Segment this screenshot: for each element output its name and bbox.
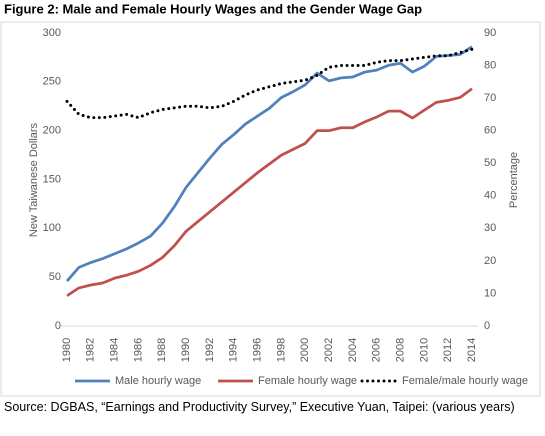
y2-axis-label: Percentage: [508, 152, 520, 208]
x-tick-label: 2004: [347, 338, 359, 362]
x-tick-label: 1984: [109, 338, 121, 362]
x-tick-label: 1998: [275, 338, 287, 362]
source-box: Source: DGBAS, “Earnings and Productivit…: [4, 400, 515, 414]
series-line: [65, 45, 473, 282]
y-tick-label: 150: [43, 173, 61, 185]
y2-tick-label: 70: [484, 92, 496, 104]
y-tick-label: 200: [43, 125, 61, 137]
x-tick-label: 2002: [323, 338, 335, 362]
y2-tick-label: 40: [484, 190, 496, 202]
x-tick-label: 2006: [371, 338, 383, 362]
x-tick-label: 1994: [228, 338, 240, 362]
chart-title: Figure 2: Male and Female Hourly Wages a…: [4, 1, 422, 16]
y2-tick-label: 50: [484, 157, 496, 169]
y2-tick-label: 20: [484, 255, 496, 267]
x-tick-label: 2012: [442, 338, 454, 362]
y-tick-label: 250: [43, 76, 61, 88]
y2-tick-label: 90: [484, 27, 496, 39]
legend-label: Male hourly wage: [115, 375, 201, 387]
y-tick-label: 50: [49, 271, 61, 283]
chart-frame: [0, 21, 541, 397]
x-tick-label: 1990: [180, 338, 192, 362]
legend-label: Female hourly wage: [258, 375, 357, 387]
x-tick-label: 1986: [132, 338, 144, 362]
y2-tick-label: 80: [484, 59, 496, 71]
x-tick-label: 2008: [394, 338, 406, 362]
x-tick-label: 1982: [85, 338, 97, 362]
x-tick-label: 1980: [61, 338, 73, 362]
y2-tick-label: 10: [484, 287, 496, 299]
source-note: Source: DGBAS, “Earnings and Productivit…: [4, 400, 515, 414]
x-tick-label: 1996: [251, 338, 263, 362]
y2-tick-label: 60: [484, 125, 496, 137]
y2-tick-label: 30: [484, 222, 496, 234]
x-tick-label: 2000: [299, 338, 311, 362]
series-line: [65, 47, 474, 120]
series-line: [66, 87, 473, 297]
x-tick-label: 1992: [204, 338, 216, 362]
y-tick-label: 0: [55, 320, 61, 332]
x-tick-label: 2010: [418, 338, 430, 362]
x-tick-label: 1988: [156, 338, 168, 362]
legend-label: Female/male hourly wage: [402, 375, 528, 387]
y2-tick-label: 0: [484, 320, 490, 332]
y-tick-label: 300: [43, 27, 61, 39]
y-axis-label: New Taiwanese Dollars: [28, 122, 40, 237]
x-tick-label: 2014: [466, 338, 478, 362]
y-tick-label: 100: [43, 222, 61, 234]
